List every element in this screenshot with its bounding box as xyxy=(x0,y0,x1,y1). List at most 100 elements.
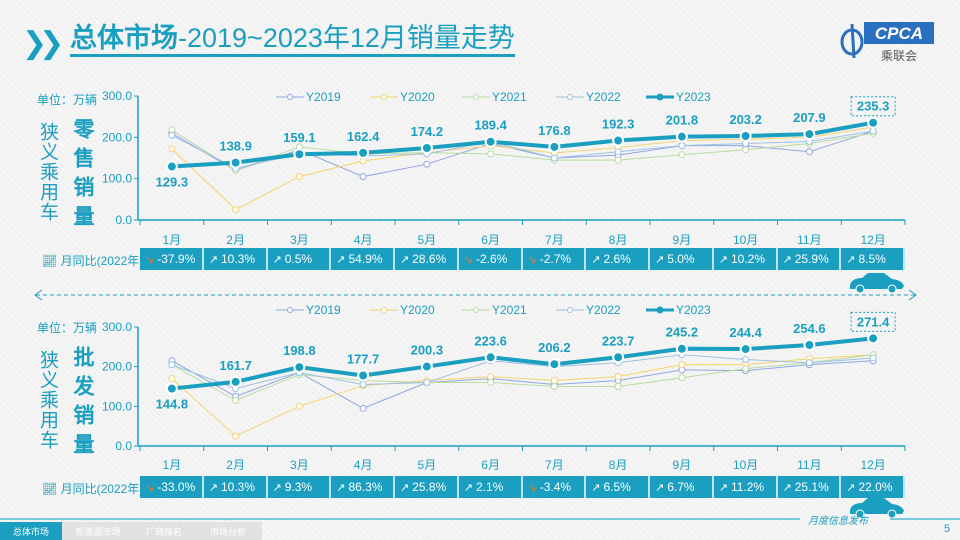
yoy-value: -37.9% xyxy=(157,252,196,266)
yoy-cell: ↗ 11.2% xyxy=(713,476,778,498)
trend-up-icon: ↗ xyxy=(846,253,856,266)
svg-text:CPCA: CPCA xyxy=(875,24,923,43)
data-label: 201.8 xyxy=(666,113,699,128)
trend-up-icon: ↗ xyxy=(208,253,218,266)
trend-up-icon: ↗ xyxy=(846,481,856,494)
yoy-value: 25.9% xyxy=(794,252,829,266)
x-tick-label: 8月 xyxy=(609,233,628,247)
x-tick-label: 8月 xyxy=(609,458,628,472)
yoy-cell: ↘ -2.6% xyxy=(458,248,523,270)
data-point xyxy=(550,383,558,390)
footer-tabs: 总体市场 新能源市场 厂商排名 市场分析 xyxy=(0,522,262,540)
data-point xyxy=(867,332,880,345)
data-point xyxy=(293,148,306,161)
svg-text:乘联会: 乘联会 xyxy=(881,49,917,63)
trend-up-icon: ↗ xyxy=(718,481,728,494)
data-point xyxy=(487,150,495,158)
trend-down-icon: ↘ xyxy=(145,253,155,266)
data-point xyxy=(548,358,561,371)
yoy-value: -2.6% xyxy=(475,252,508,266)
tab-market-analysis[interactable]: 市场分析 xyxy=(194,522,262,540)
y-tick-label: 100.0 xyxy=(102,172,132,186)
yoy-cell: ↗ 22.0% xyxy=(841,476,905,498)
tab-maker-ranking[interactable]: 厂商排名 xyxy=(134,522,194,540)
tab-overall-market[interactable]: 总体市场 xyxy=(0,522,62,540)
yoy-cell: ↗ 25.1% xyxy=(777,476,842,498)
trend-up-icon: ↗ xyxy=(591,253,601,266)
chart-0: 0.0 100.0 200.0 300.0 1月 2月 3月 4月 5月 6月 7月 8月 9月 10月 1… xyxy=(102,89,906,247)
data-point xyxy=(678,361,686,369)
yoy-value: -33.0% xyxy=(157,480,196,494)
unit-label-wholesale: 单位：万辆 xyxy=(37,321,98,335)
data-point xyxy=(168,131,176,139)
data-label: 206.2 xyxy=(538,340,571,355)
series-line xyxy=(171,129,874,171)
yoy-cell: ↗ 54.9% xyxy=(331,248,395,270)
legend-item-Y2020: Y2020 xyxy=(370,303,435,317)
yoy-cell: ↗ 28.6% xyxy=(395,248,459,270)
data-point xyxy=(232,206,240,214)
data-label: 192.3 xyxy=(602,117,635,132)
data-point xyxy=(614,373,622,381)
trend-up-icon: ↗ xyxy=(463,481,473,494)
yoy-value: -2.7% xyxy=(539,252,572,266)
y-tick-label: 0.0 xyxy=(115,439,132,453)
car-icon xyxy=(850,498,904,519)
y-tick-label: 100.0 xyxy=(102,399,132,413)
series-Y2023: 129.3 138.9 159.1 162.4 174.2 189.4 176.8 192.3… xyxy=(156,96,896,190)
data-point xyxy=(867,116,880,129)
legend-marker xyxy=(381,94,387,100)
y-tick-label: 200.0 xyxy=(102,130,132,144)
legend-item-Y2021: Y2021 xyxy=(462,303,527,317)
yoy-cell: ↗ 25.8% xyxy=(395,476,459,498)
yoy-value: 86.3% xyxy=(348,480,383,494)
x-tick-label: 12月 xyxy=(860,233,885,247)
data-point xyxy=(168,145,176,153)
series-line xyxy=(171,354,874,437)
data-point xyxy=(420,360,433,373)
data-point xyxy=(359,173,367,181)
data-label: 244.4 xyxy=(729,325,762,340)
tab-nev-market[interactable]: 新能源市场 xyxy=(62,522,134,540)
series-line xyxy=(171,336,874,391)
x-tick-label: 10月 xyxy=(733,233,758,247)
yoy-cell: ↗ 25.9% xyxy=(777,248,842,270)
data-label: 162.4 xyxy=(347,129,380,144)
legend-marker xyxy=(287,94,293,100)
x-tick-label: 12月 xyxy=(860,458,885,472)
data-point xyxy=(548,140,561,153)
yoy-value: -3.4% xyxy=(539,480,572,494)
yoy-value: 10.3% xyxy=(220,480,255,494)
data-label: 254.6 xyxy=(793,321,826,336)
trend-up-icon: ↗ xyxy=(272,253,282,266)
yoy-cell: ↘ -33.0% xyxy=(140,476,204,498)
highlight-box xyxy=(850,96,896,117)
data-point xyxy=(614,156,622,164)
data-point xyxy=(614,148,622,156)
data-point xyxy=(675,342,688,355)
trend-down-icon: ↘ xyxy=(527,481,537,494)
data-point xyxy=(165,160,178,173)
yoy-row-wholesale: ↘ -33.0% ↗ 10.3% ↗ 9.3% ↗ 86.3% ↗ 25.8% ↗ 2.1% ↘ -3.4… xyxy=(140,476,905,498)
yoy-value: 2.6% xyxy=(603,252,631,266)
x-tick-label: 11月 xyxy=(797,233,821,247)
data-point xyxy=(487,379,495,387)
yoy-cell: ↗ 6.7% xyxy=(650,476,714,498)
data-point xyxy=(232,432,240,440)
data-point xyxy=(550,154,558,162)
data-point xyxy=(675,130,688,143)
data-point xyxy=(232,396,240,404)
x-tick-label: 2月 xyxy=(226,458,245,472)
highlight-box xyxy=(850,311,896,332)
data-label: 223.7 xyxy=(602,333,635,348)
data-point xyxy=(229,375,242,388)
yoy-value: 10.2% xyxy=(730,252,765,266)
x-tick-label: 10月 xyxy=(733,458,758,472)
data-point xyxy=(168,375,176,383)
x-tick-label: 1月 xyxy=(163,458,182,472)
data-point xyxy=(165,382,178,395)
yoy-cell: ↗ 8.5% xyxy=(841,248,905,270)
data-point xyxy=(678,374,686,382)
yoy-cell: ↗ 2.6% xyxy=(586,248,650,270)
